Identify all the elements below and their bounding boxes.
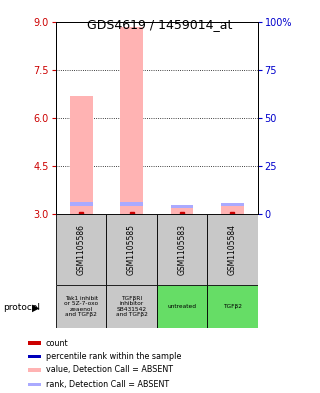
Text: value, Detection Call = ABSENT: value, Detection Call = ABSENT — [46, 365, 173, 375]
Bar — [70, 96, 92, 214]
Text: GSM1105584: GSM1105584 — [228, 224, 237, 275]
Text: TGFβRI
inhibitor
SB431542
and TGFβ2: TGFβRI inhibitor SB431542 and TGFβ2 — [116, 296, 148, 318]
Text: TGFβ2: TGFβ2 — [223, 304, 242, 309]
Bar — [70, 202, 92, 206]
Bar — [106, 214, 157, 285]
Bar — [28, 355, 41, 358]
Text: count: count — [46, 338, 68, 347]
Bar — [56, 214, 106, 285]
Bar — [120, 202, 143, 206]
Text: percentile rank within the sample: percentile rank within the sample — [46, 352, 181, 361]
Text: GSM1105585: GSM1105585 — [127, 224, 136, 275]
Text: ▶: ▶ — [32, 302, 39, 312]
Bar — [157, 285, 207, 328]
Bar — [207, 214, 258, 285]
Bar — [207, 285, 258, 328]
Bar — [221, 203, 244, 206]
Bar — [221, 206, 244, 214]
Text: GDS4619 / 1459014_at: GDS4619 / 1459014_at — [87, 18, 233, 31]
Text: GSM1105586: GSM1105586 — [77, 224, 86, 275]
Text: Tak1 inhibit
or 5Z-7-oxo
zeaenol
and TGFβ2: Tak1 inhibit or 5Z-7-oxo zeaenol and TGF… — [64, 296, 98, 318]
Bar — [56, 285, 106, 328]
Text: protocol: protocol — [3, 303, 40, 312]
Bar — [157, 214, 207, 285]
Bar — [28, 342, 41, 345]
Text: GSM1105583: GSM1105583 — [178, 224, 187, 275]
Text: rank, Detection Call = ABSENT: rank, Detection Call = ABSENT — [46, 380, 169, 389]
Bar — [28, 383, 41, 386]
Bar — [28, 368, 41, 371]
Text: untreated: untreated — [167, 304, 196, 309]
Bar — [171, 205, 193, 208]
Bar — [106, 285, 157, 328]
Bar — [171, 208, 193, 214]
Bar — [120, 27, 143, 214]
